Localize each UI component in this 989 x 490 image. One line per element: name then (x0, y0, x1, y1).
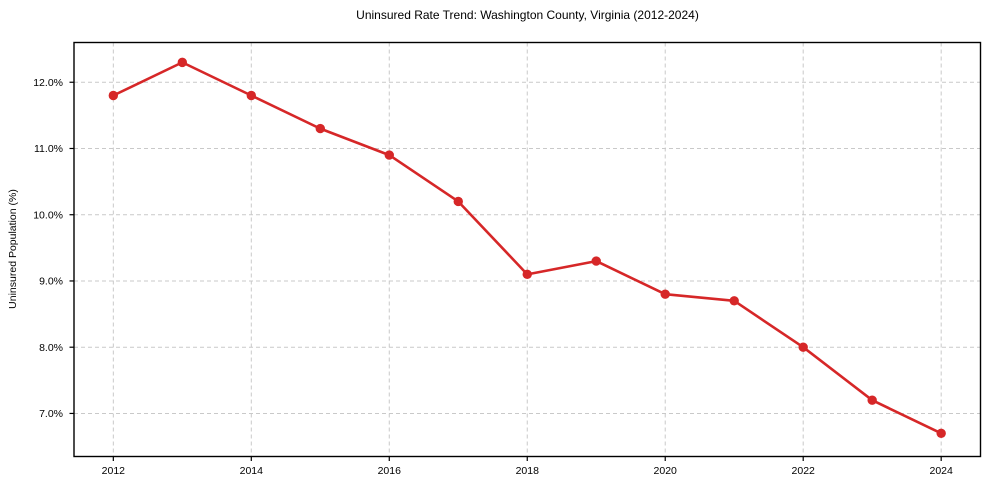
data-point-2016 (384, 150, 394, 160)
chart-title: Uninsured Rate Trend: Washington County,… (356, 8, 699, 22)
x-tick-label: 2020 (654, 465, 678, 477)
data-point-2019 (591, 256, 601, 266)
data-point-2015 (315, 123, 325, 134)
y-tick-label: 7.0% (39, 408, 63, 420)
data-point-2024 (936, 428, 946, 439)
data-point-2020 (660, 289, 670, 299)
data-point-2022 (798, 342, 808, 352)
data-point-2013 (177, 57, 188, 68)
x-tick-label: 2022 (792, 465, 816, 477)
y-tick-label: 10.0% (33, 209, 63, 221)
data-point-2012 (108, 90, 119, 101)
x-tick-label: 2014 (240, 465, 264, 477)
data-point-2023 (867, 395, 877, 405)
y-tick-label: 12.0% (33, 77, 63, 89)
data-point-2014 (246, 90, 256, 101)
data-point-2017 (453, 196, 463, 207)
y-tick-label: 11.0% (34, 143, 63, 155)
y-tick-label: 8.0% (39, 342, 63, 354)
x-tick-label: 2016 (378, 465, 402, 477)
data-point-2018 (522, 269, 532, 280)
x-tick-label: 2024 (929, 465, 953, 477)
x-tick-label: 2018 (516, 465, 540, 477)
data-point-2021 (729, 296, 739, 306)
y-tick-label: 9.0% (39, 276, 63, 288)
x-tick-label: 2012 (102, 465, 126, 477)
